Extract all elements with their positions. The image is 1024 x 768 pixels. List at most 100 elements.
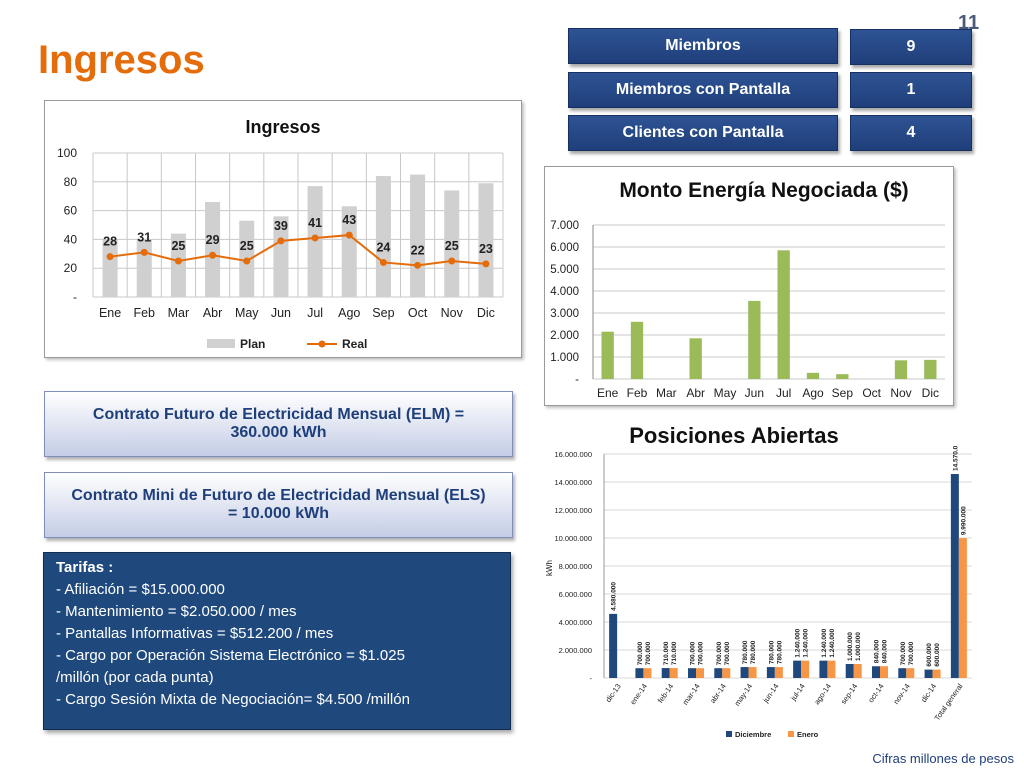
legend-marker-real — [318, 340, 326, 348]
contract-elm-line1: Contrato Futuro de Electricidad Mensual … — [92, 406, 465, 423]
page-title: Ingresos — [38, 38, 205, 82]
y-tick-label: - — [73, 290, 77, 304]
bar-energia — [894, 360, 908, 379]
data-label-real: 25 — [171, 239, 185, 253]
legend-label-plan: Plan — [240, 337, 265, 351]
legend-label-real: Real — [342, 337, 367, 351]
bar-energia — [689, 338, 702, 379]
bar-energia — [806, 372, 820, 379]
data-label-real: 25 — [240, 239, 254, 253]
x-tick-label: Oct — [862, 386, 881, 400]
y-tick-label: - — [575, 374, 579, 386]
bar-diciembre — [635, 668, 644, 678]
bar-diciembre — [740, 667, 749, 678]
ingresos-chart-title: Ingresos — [245, 117, 321, 137]
data-label-diciembre: 1.240.000 — [795, 628, 802, 657]
tarifa-line: - Cargo por Operación Sistema Electrónic… — [56, 647, 405, 664]
x-tick-label: May — [235, 306, 259, 320]
x-tick-label: oct-14 — [866, 682, 885, 704]
x-tick-label: dic-14 — [919, 682, 938, 704]
legend-swatch-diciembre — [726, 731, 732, 737]
x-tick-label: Dic — [922, 386, 939, 400]
bar-diciembre — [950, 474, 959, 678]
y-tick-label: 12.000.000 — [554, 506, 592, 515]
point-real — [174, 257, 182, 265]
bar-plan — [341, 206, 357, 297]
data-label-real: 39 — [274, 219, 288, 233]
y-tick-label: 40 — [64, 232, 78, 246]
energia-chart-title: Monto Energía Negociada ($) — [619, 179, 909, 202]
stat-label-miembros-pantalla: Miembros con Pantalla — [568, 72, 838, 108]
bar-energia — [777, 250, 790, 379]
bar-diciembre — [661, 668, 670, 678]
y-tick-label: 8.000.000 — [559, 562, 592, 571]
data-label-enero: 1.240.000 — [803, 628, 810, 657]
point-real — [243, 257, 251, 265]
footnote: Cifras millones de pesos — [872, 751, 1014, 766]
x-tick-label: jul-14 — [788, 682, 806, 703]
data-label-enero: 840.000 — [882, 639, 889, 663]
data-label-diciembre: 780.000 — [742, 640, 749, 664]
stat-label-miembros: Miembros — [568, 28, 838, 64]
x-tick-label: Ago — [802, 386, 824, 400]
y-tick-label: 80 — [64, 175, 78, 189]
bar-diciembre — [609, 613, 618, 678]
point-real — [345, 231, 353, 239]
x-tick-label: Nov — [890, 386, 911, 400]
bar-enero — [932, 669, 941, 678]
y-axis-label: kWh — [545, 560, 554, 576]
ingresos-chart-svg: - 20 40 60 80 100 Ene Feb Mar Abr May Jun Jul Ago Sep O… — [57, 146, 504, 351]
bar-energia — [630, 321, 644, 379]
x-tick-label: may-14 — [732, 682, 754, 708]
bar-energia — [601, 331, 614, 379]
point-real — [448, 257, 456, 265]
y-tick-label: 16.000.000 — [554, 450, 592, 459]
data-label-real: 31 — [137, 230, 151, 244]
data-label-diciembre: 840.000 — [874, 639, 881, 663]
bar-energia — [924, 359, 937, 379]
x-tick-label: abr-14 — [708, 682, 728, 705]
bar-enero — [774, 667, 783, 678]
x-tick-label: dic-13 — [604, 682, 623, 704]
bar-enero — [722, 668, 731, 678]
y-tick-label: 5.000 — [550, 264, 579, 276]
x-tick-label: Oct — [408, 306, 428, 320]
bar-diciembre — [793, 660, 802, 678]
posiciones-chart-svg: - 2.000.000 4.000.000 6.000.000 8.000.000 10.… — [545, 446, 972, 739]
bar-plan — [273, 216, 289, 297]
legend-label-enero: Enero — [797, 730, 819, 739]
x-tick-label: ago-14 — [812, 682, 833, 706]
bar-diciembre — [714, 668, 723, 678]
energia-chart-svg: - 1.000 2.000 3.000 4.000 5.000 6.000 7.000 Ene F… — [550, 220, 945, 400]
legend-swatch-enero — [788, 731, 794, 737]
stat-value-miembros-pantalla: 1 — [850, 72, 972, 108]
bar-plan — [102, 239, 118, 297]
data-label-enero: 700.000 — [698, 641, 705, 665]
stat-label-clientes-pantalla: Clientes con Pantalla — [568, 115, 838, 151]
data-label-real: 28 — [103, 235, 117, 249]
y-tick-label: 1.000 — [550, 352, 579, 364]
point-real — [311, 234, 319, 242]
data-label-enero: 700.000 — [645, 641, 652, 665]
bar-energia — [748, 300, 761, 379]
stat-value-miembros: 9 — [850, 29, 972, 65]
point-real — [414, 261, 422, 269]
bar-plan — [375, 176, 391, 297]
data-label-enero: 9.990.000 — [960, 506, 967, 535]
y-tick-label: - — [590, 674, 593, 683]
point-real — [379, 258, 387, 266]
x-tick-label: feb-14 — [656, 682, 676, 705]
x-tick-label: Jul — [307, 306, 323, 320]
x-tick-label: Ene — [99, 306, 121, 320]
bar-enero — [643, 668, 652, 678]
data-label-diciembre: 700.000 — [637, 641, 644, 665]
bar-plan — [307, 186, 323, 297]
point-real — [140, 248, 148, 256]
data-label-diciembre: 700.000 — [716, 641, 723, 665]
data-label-enero: 1.240.000 — [829, 628, 836, 657]
ingresos-chart: Ingresos - 20 40 60 80 100 Ene Feb Mar Abr May Jun J… — [44, 100, 522, 358]
data-label-real: 41 — [308, 216, 322, 230]
legend-label-diciembre: Diciembre — [735, 730, 771, 739]
x-tick-label: mar-14 — [681, 682, 702, 707]
x-tick-label: Ago — [338, 306, 360, 320]
